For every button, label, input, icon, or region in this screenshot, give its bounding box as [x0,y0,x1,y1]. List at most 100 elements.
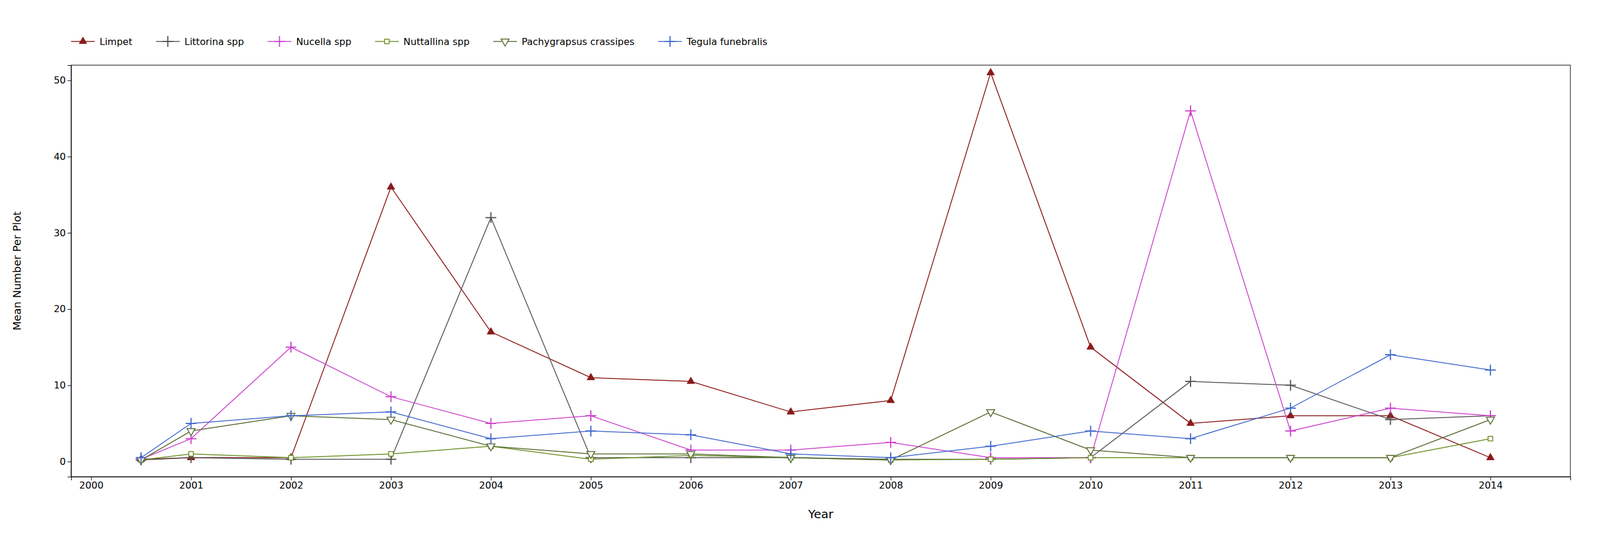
y-tick: 20 [53,303,72,315]
point-marker [386,183,395,190]
point-marker [385,407,397,418]
point-marker [288,455,294,461]
point-marker [1384,349,1396,361]
point-marker [1185,433,1196,445]
point-marker [1186,455,1195,463]
y-axis-title: Mean Number Per Plot [10,211,24,331]
legend-label: Nuttallina spp [403,36,470,48]
point-marker [485,433,496,445]
point-marker [1286,455,1295,463]
legend-marker [274,36,286,47]
x-axis: 2000200120022003200420052006200720082009… [71,477,1571,492]
x-tick-label: 2014 [1478,480,1503,492]
x-tick-label: 2003 [379,480,404,492]
x-tick-label: 2006 [679,480,704,492]
series-line [141,412,1491,461]
point-marker [189,452,194,457]
point-marker [985,452,997,464]
legend-label: Limpet [99,36,133,48]
x-tick: 2002 [279,477,304,492]
y-tick-label: 50 [53,74,66,86]
y-tick-label: 20 [53,303,66,315]
legend-item: Limpet [71,36,133,48]
legend-label: Nucella spp [296,36,352,48]
point-marker [1086,343,1095,350]
point-marker [388,452,394,457]
series [135,212,1496,466]
point-marker [585,426,597,437]
x-tick-label: 2000 [79,480,104,492]
legend-marker [79,37,88,44]
x-tick: 2000 [79,477,104,492]
x-tick-label: 2010 [1079,480,1104,492]
point-marker [887,396,895,403]
point-marker [985,440,997,452]
marks [135,68,1496,466]
x-tick: 2012 [1278,477,1304,492]
point-marker [686,451,696,459]
x-axis-title: Year [807,507,834,522]
x-tick: 2005 [578,477,604,492]
point-marker [1384,414,1396,425]
legend-item: Nuttallina spp [375,36,470,48]
point-marker [988,457,994,463]
point-marker [587,373,595,380]
legend-label: Littorina spp [184,36,244,48]
y-tick-mark [67,80,72,82]
point-marker [586,451,595,459]
point-marker [1485,365,1496,376]
point-marker [686,377,695,384]
legend-marker [384,39,390,44]
x-tick-label: 2005 [578,480,604,492]
point-marker [1386,455,1395,463]
y-tick: 0 [59,456,72,468]
x-tick: 2004 [479,477,504,492]
x-tick: 2007 [779,477,804,492]
x-tick-label: 2007 [779,480,804,492]
point-marker [1384,402,1396,414]
point-marker [485,418,496,430]
x-tick: 2010 [1079,477,1104,492]
x-tick-label: 2001 [179,480,204,492]
point-marker [1486,417,1495,425]
point-marker [1285,426,1296,437]
x-tick: 2006 [679,477,704,492]
point-marker [1285,379,1296,391]
y-tick: 30 [53,227,72,239]
point-marker [187,429,196,437]
x-tick-label: 2013 [1378,480,1404,492]
point-marker [386,417,396,425]
x-tick: 2003 [379,477,404,492]
x-tick: 2011 [1178,477,1203,492]
x-tick-label: 2008 [878,480,904,492]
series [137,68,1495,463]
x-tick: 2014 [1478,477,1503,492]
legend-label: Pachygrapsus crassipes [521,36,635,48]
point-marker [135,452,147,464]
series [135,349,1496,464]
series-line [141,110,1491,460]
y-tick: 40 [53,151,72,163]
point-marker [185,418,197,430]
series [135,105,1496,465]
legend-label: Tegula funebralis [686,36,768,48]
point-marker [885,452,896,464]
legend-item: Littorina spp [155,36,244,48]
plot-frame [71,65,1571,478]
y-tick-mark [67,385,72,387]
series-line [141,354,1491,459]
point-marker [385,391,397,403]
point-marker [1186,419,1195,427]
y-tick-mark [67,309,72,310]
point-marker [485,212,496,223]
point-marker [1085,426,1096,437]
x-tick-label: 2011 [1178,480,1203,492]
y-tick-mark [67,232,72,234]
series [136,410,1495,466]
point-marker [1486,453,1495,460]
x-tick: 2013 [1378,477,1404,492]
point-marker [986,410,995,418]
y-tick: 50 [53,74,72,86]
y-tick: 10 [53,379,72,392]
point-marker [1185,105,1196,117]
